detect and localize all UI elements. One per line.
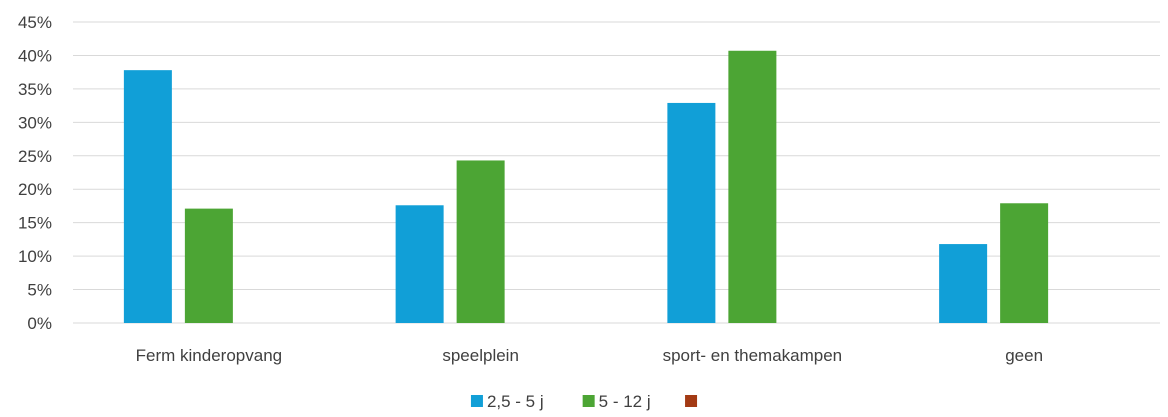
category-label: geen	[1005, 346, 1043, 365]
x-axis-categories: Ferm kinderopvang speelplein sport- en the…	[136, 346, 1043, 365]
bar-1-4	[939, 244, 988, 323]
bars	[123, 50, 1049, 324]
y-tick-label: 30%	[18, 113, 52, 132]
legend-swatch-2	[582, 395, 595, 407]
legend-swatch-3	[685, 395, 698, 407]
bar-2-3	[728, 50, 777, 324]
y-tick-label: 5%	[27, 281, 52, 300]
y-axis-ticks: 0% 5% 10% 15% 20% 25% 30% 35% 40% 45%	[18, 13, 52, 333]
y-tick-label: 10%	[18, 247, 52, 266]
bar-1-3	[667, 102, 716, 324]
legend-swatch-1	[470, 395, 483, 407]
gridlines	[73, 21, 1160, 324]
y-tick-label: 25%	[18, 147, 52, 166]
bar-1-1	[123, 70, 172, 323]
legend: 2,5 - 5 j 5 - 12 j	[470, 392, 698, 411]
category-label: Ferm kinderopvang	[136, 346, 282, 365]
y-tick-label: 0%	[27, 314, 52, 333]
bar-2-2	[456, 160, 505, 323]
y-tick-label: 45%	[18, 13, 52, 32]
category-label: sport- en themakampen	[663, 346, 843, 365]
y-tick-label: 20%	[18, 180, 52, 199]
bar-2-4	[1000, 203, 1049, 323]
legend-label-2: 5 - 12 j	[599, 392, 651, 411]
category-label: speelplein	[442, 346, 519, 365]
legend-label-1: 2,5 - 5 j	[487, 392, 544, 411]
bar-2-1	[184, 208, 233, 323]
y-tick-label: 40%	[18, 46, 52, 65]
bar-1-2	[395, 205, 444, 323]
y-tick-label: 15%	[18, 214, 52, 233]
y-tick-label: 35%	[18, 80, 52, 99]
